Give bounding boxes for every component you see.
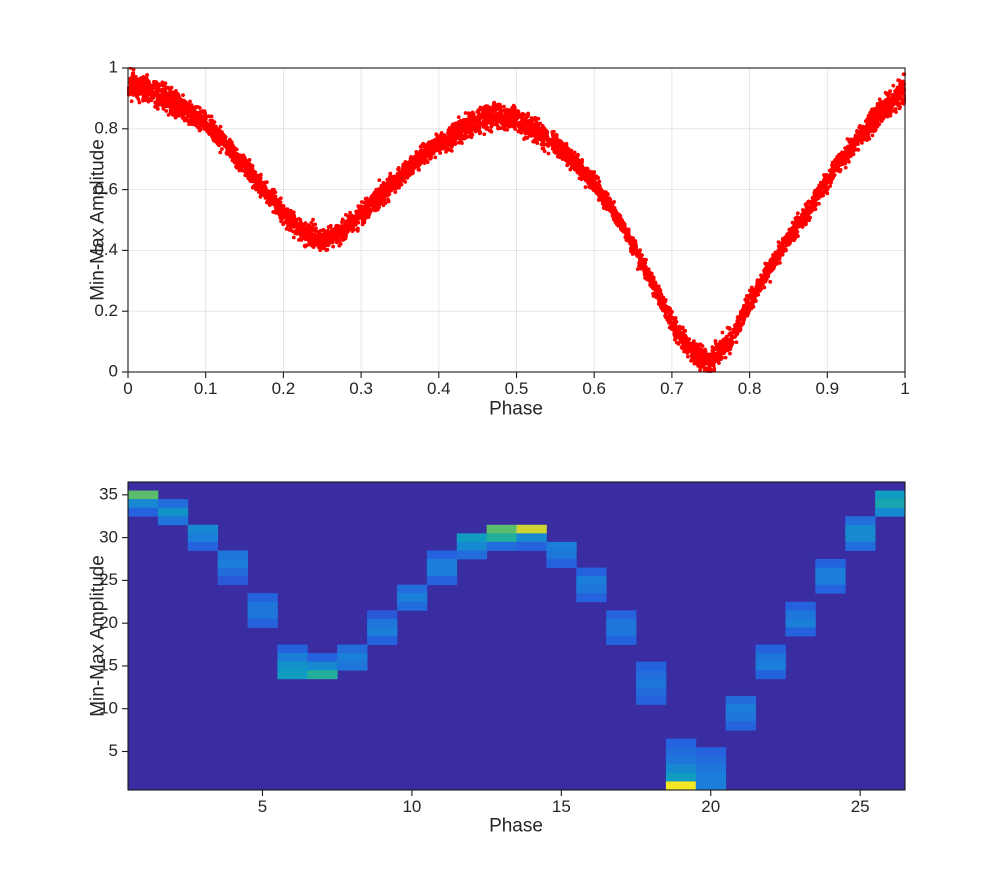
heatmap-x-axis-label: Phase <box>489 815 543 837</box>
heatmap-y-axis-label: Min-Max Amplitude <box>87 555 109 717</box>
heatmap-plot-canvas <box>0 447 1002 894</box>
scatter-x-axis-label: Phase <box>489 398 543 420</box>
scatter-y-axis-label: Min-Max Amplitude <box>87 139 109 301</box>
scatter-plot-canvas <box>0 0 1002 447</box>
